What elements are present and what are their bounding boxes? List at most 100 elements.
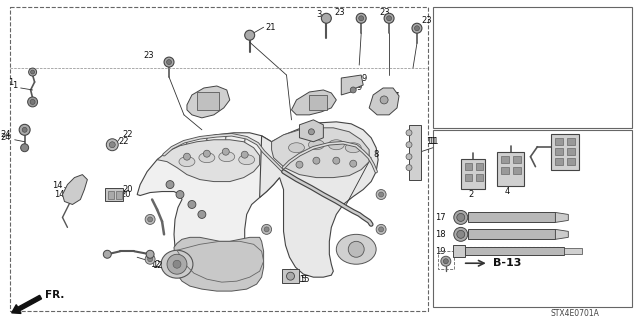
Circle shape [29,68,36,76]
Bar [556,158,563,165]
Text: 22: 22 [122,130,132,139]
Text: 2: 2 [468,190,474,199]
Polygon shape [291,90,336,115]
Text: 11: 11 [428,137,438,146]
Bar [500,167,509,174]
Bar [453,245,465,257]
Circle shape [106,139,118,151]
Ellipse shape [308,140,324,150]
Bar [409,125,421,180]
Polygon shape [260,122,378,277]
Bar [513,156,520,163]
Bar [106,188,124,202]
Circle shape [350,87,356,93]
Text: B-13: B-13 [493,258,521,268]
Text: 23: 23 [379,8,390,17]
Circle shape [264,227,269,232]
Circle shape [457,230,465,238]
Circle shape [244,30,255,40]
Bar [10,7,428,311]
Bar [513,167,520,174]
Bar [500,156,509,163]
Circle shape [184,153,191,160]
Circle shape [30,100,35,104]
Bar [465,163,472,170]
Circle shape [387,16,392,21]
Ellipse shape [345,143,361,153]
Circle shape [313,157,320,164]
Text: 22: 22 [118,137,129,146]
Text: 21: 21 [266,23,276,32]
Circle shape [145,214,155,224]
Circle shape [222,148,229,155]
Circle shape [176,190,184,198]
Text: 4: 4 [505,187,510,196]
Bar [564,248,582,254]
Circle shape [166,60,172,64]
Circle shape [148,217,152,222]
Circle shape [415,26,419,31]
Circle shape [198,211,206,219]
Text: 15: 15 [296,275,307,284]
Bar [108,190,115,198]
Ellipse shape [328,140,344,150]
Text: STX4E0701A: STX4E0701A [551,308,600,317]
Bar [433,130,632,307]
Bar [282,269,300,283]
Text: 1: 1 [8,78,13,86]
Ellipse shape [199,153,215,163]
Circle shape [406,165,412,171]
Polygon shape [300,120,323,142]
Circle shape [454,211,468,224]
Ellipse shape [336,234,376,264]
Polygon shape [187,86,230,118]
Text: FR.: FR. [45,290,64,300]
Polygon shape [157,140,260,182]
Circle shape [349,160,356,167]
Circle shape [457,213,465,221]
Circle shape [22,127,27,132]
Circle shape [412,23,422,33]
Circle shape [287,272,294,280]
Text: 18: 18 [435,230,446,239]
Bar [556,148,563,155]
Circle shape [406,130,412,136]
Bar [465,247,564,255]
Polygon shape [63,174,88,204]
Ellipse shape [239,155,255,165]
Text: 14: 14 [52,181,63,190]
Text: 9: 9 [361,73,367,83]
Text: 9: 9 [356,84,362,93]
Text: 3: 3 [316,10,321,19]
Circle shape [166,181,174,189]
Text: 20: 20 [120,190,131,199]
Bar [197,92,219,110]
Text: 10: 10 [212,99,222,108]
Text: 12: 12 [152,261,163,270]
Text: 20: 20 [122,185,132,194]
Circle shape [333,157,340,164]
Text: 7: 7 [389,103,394,112]
Circle shape [31,70,35,74]
Circle shape [173,260,181,268]
Bar [116,190,122,198]
Bar [433,7,632,128]
Circle shape [321,13,332,23]
Circle shape [145,254,155,264]
Circle shape [384,13,394,23]
Text: 13: 13 [304,95,315,104]
Circle shape [20,144,29,152]
Polygon shape [369,88,399,115]
Polygon shape [556,229,568,239]
FancyArrow shape [12,295,42,313]
Circle shape [188,201,196,208]
Bar [468,229,556,239]
Text: 12: 12 [150,260,161,269]
Bar [438,251,454,269]
Ellipse shape [161,250,193,278]
Text: 7: 7 [393,93,399,101]
Ellipse shape [219,152,235,162]
Circle shape [356,13,366,23]
Circle shape [148,257,152,262]
Text: 8: 8 [373,150,378,159]
